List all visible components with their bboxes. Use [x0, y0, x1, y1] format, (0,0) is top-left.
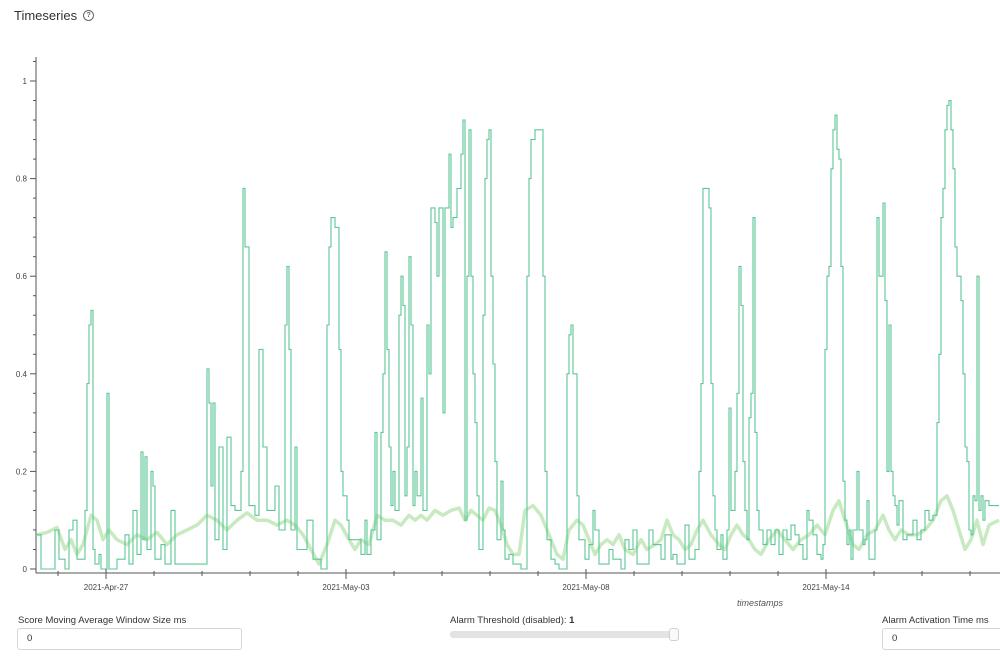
- page-title: Timeseries ?: [14, 8, 95, 23]
- title-text: Timeseries: [14, 8, 78, 23]
- y-axis-ticks: 0 0.2 0.4 0.6 0.8 1: [16, 60, 36, 574]
- alarm-activation-label: Alarm Activation Time ms: [882, 615, 989, 626]
- y-tick-label: 0.4: [16, 370, 28, 379]
- x-tick-label: 2021-May-14: [802, 583, 850, 592]
- x-axis-ticks: 2021-Apr-27 2021-May-03 2021-May-08 2021-Ma…: [57, 569, 971, 592]
- y-tick-label: 1: [23, 77, 28, 86]
- question-circle-icon[interactable]: ?: [83, 10, 95, 21]
- score-line: [37, 99, 999, 570]
- alarm-threshold-label: Alarm Threshold (disabled): 1: [450, 615, 574, 626]
- y-tick-label: 0.6: [16, 272, 28, 281]
- y-tick-label: 0: [23, 565, 28, 574]
- alarm-threshold-slider[interactable]: [450, 631, 678, 638]
- moving-average-line: [36, 494, 1000, 566]
- x-tick-label: 2021-Apr-27: [84, 583, 129, 592]
- chart-series: [36, 99, 1000, 570]
- y-tick-label: 0.2: [16, 467, 28, 476]
- alarm-threshold-value: 1: [569, 615, 575, 626]
- y-tick-label: 0.8: [16, 175, 28, 184]
- x-axis-title: timestamps: [737, 598, 784, 608]
- timeseries-chart[interactable]: 00.20.40.60.81 2021-Apr-27 2021-May-03 202…: [0, 0, 1000, 615]
- alarm-threshold-label-text: Alarm Threshold (disabled):: [450, 615, 567, 626]
- window-size-input[interactable]: 0: [17, 628, 242, 650]
- alarm-activation-input[interactable]: 0: [882, 628, 1000, 650]
- window-size-label: Score Moving Average Window Size ms: [18, 615, 187, 626]
- alarm-threshold-slider-handle[interactable]: [669, 628, 679, 641]
- x-tick-label: 2021-May-03: [322, 583, 370, 592]
- x-tick-label: 2021-May-08: [562, 583, 610, 592]
